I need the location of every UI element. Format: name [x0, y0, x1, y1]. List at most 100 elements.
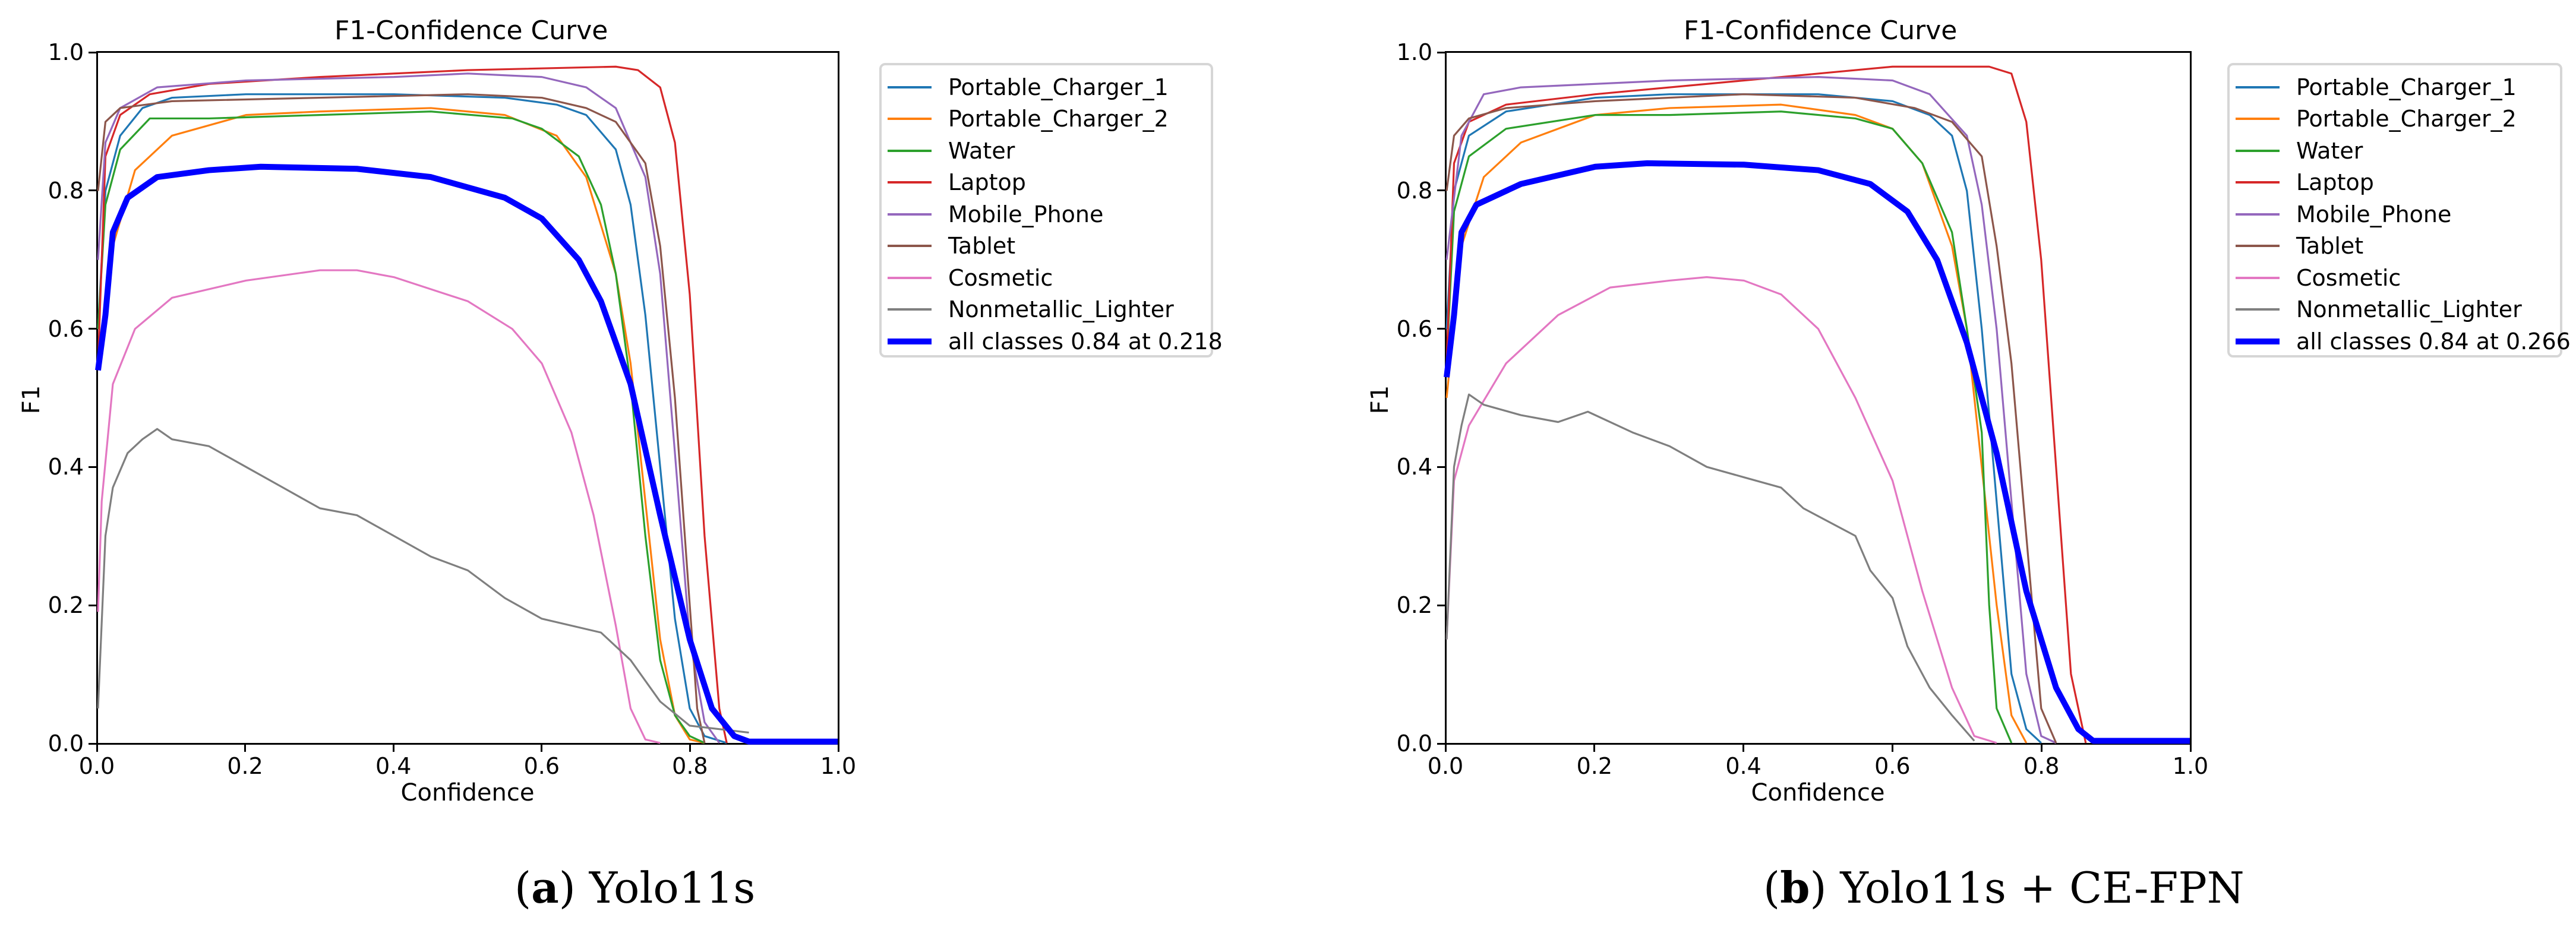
series-line-6 [97, 269, 661, 744]
series-line-1 [97, 107, 705, 744]
y-tick-label: 1.0 [1396, 39, 1432, 65]
y-tick-mark [89, 328, 97, 330]
legend-label: Water [948, 137, 1015, 164]
legend-label: Laptop [2296, 169, 2374, 196]
x-tick-mark [244, 744, 247, 752]
y-tick-label: 0.8 [1396, 177, 1432, 204]
chart-panel-b: F1-Confidence Curve 0.0 0.2 0.4 0.6 0.8 1.0 0… [0, 0, 2571, 843]
series-line-2 [1445, 110, 2013, 744]
legend-item: Mobile_Phone [882, 198, 1211, 230]
legend-item: Tablet [882, 230, 1211, 262]
caption-a: (a) Yolo11s [514, 862, 756, 913]
legend-label: Portable_Charger_1 [948, 74, 1169, 100]
x-tick-mark [2040, 744, 2043, 752]
y-tick-mark [89, 742, 97, 745]
legend-label: Tablet [2296, 233, 2364, 260]
x-tick-mark [96, 744, 98, 752]
legend-swatch-icon [2236, 213, 2280, 216]
legend-item: all classes 0.84 at 0.218 [882, 325, 1223, 358]
x-tick-mark [392, 744, 394, 752]
legend-label: Mobile_Phone [948, 201, 1104, 227]
series-line-7 [97, 428, 749, 734]
series-line-8 [95, 163, 838, 745]
legend-item: Nonmetallic_Lighter [2230, 294, 2560, 326]
y-tick-mark [1437, 328, 1445, 330]
legend-swatch-icon [2236, 245, 2280, 248]
curves [95, 65, 838, 745]
legend: Portable_Charger_1 Portable_Charger_2 Wate… [879, 63, 1223, 358]
x-tick-mark [541, 744, 543, 752]
x-tick-mark [837, 744, 839, 752]
legend-swatch-icon [2236, 86, 2280, 88]
y-tick-mark [1437, 604, 1445, 606]
plot-area [95, 51, 839, 745]
x-tick-mark [1593, 744, 1596, 752]
y-tick-label: 0.6 [48, 315, 84, 342]
y-tick-mark [1437, 466, 1445, 468]
legend-swatch-icon [2236, 118, 2280, 121]
series-line-5 [1445, 93, 2057, 744]
x-axis-label: Confidence [1751, 779, 1885, 806]
legend-item: Portable_Charger_2 [2230, 103, 2560, 135]
legend-swatch-icon [888, 86, 932, 88]
x-tick-label: 0.6 [523, 753, 560, 779]
legend-item: Mobile_Phone [2230, 198, 2560, 230]
y-tick-label: 0.2 [1396, 592, 1432, 619]
legend-swatch-icon [888, 118, 932, 121]
legend-label: Portable_Charger_2 [948, 106, 1169, 132]
legend-swatch-icon [888, 308, 932, 311]
x-tick-label: 0.0 [1427, 753, 1464, 779]
legend-item: Water [2230, 135, 2560, 167]
y-tick-mark [89, 604, 97, 606]
legend-label: Portable_Charger_2 [2296, 106, 2517, 132]
x-tick-label: 0.6 [1874, 753, 1911, 779]
legend-item: Cosmetic [882, 262, 1211, 294]
legend-label: Water [2296, 137, 2363, 164]
legend-item: Laptop [2230, 167, 2560, 199]
y-tick-label: 0.0 [1396, 730, 1432, 757]
y-tick-label: 0.8 [48, 177, 84, 204]
series-line-4 [1445, 76, 2057, 744]
y-tick-mark [89, 51, 97, 53]
legend-label: all classes 0.84 at 0.266 [2296, 328, 2571, 355]
legend-swatch-icon [888, 149, 932, 152]
series-line-3 [97, 65, 728, 744]
x-tick-label: 0.8 [672, 753, 708, 779]
legend-item: Portable_Charger_1 [882, 71, 1211, 103]
legend-label: Nonmetallic_Lighter [948, 296, 1174, 323]
legend-label: Mobile_Phone [2296, 201, 2452, 227]
y-tick-label: 0.6 [1396, 315, 1432, 342]
legend-label: Laptop [948, 169, 1026, 196]
y-tick-mark [1437, 189, 1445, 192]
y-tick-mark [89, 466, 97, 468]
legend-swatch-icon [2236, 276, 2280, 279]
x-tick-mark [1742, 744, 1745, 752]
legend-item: Portable_Charger_1 [2230, 71, 2560, 103]
x-tick-label: 0.4 [1725, 753, 1761, 779]
legend-swatch-icon [2236, 338, 2280, 344]
x-tick-label: 0.0 [78, 753, 115, 779]
legend-label: Tablet [948, 233, 1016, 260]
legend-item: all classes 0.84 at 0.266 [2230, 325, 2571, 358]
series-line-3 [1445, 65, 2087, 744]
legend-swatch-icon [888, 245, 932, 248]
y-tick-mark [1437, 51, 1445, 53]
curves [1444, 65, 2190, 744]
y-tick-label: 0.2 [48, 592, 84, 619]
legend-swatch-icon [888, 338, 932, 344]
plot-area [1444, 51, 2192, 745]
legend-item: Tablet [2230, 230, 2560, 262]
y-tick-mark [1437, 742, 1445, 745]
series-line-1 [1445, 103, 2028, 744]
legend-swatch-icon [2236, 181, 2280, 184]
y-tick-label: 1.0 [48, 39, 84, 65]
y-tick-label: 0.4 [48, 454, 84, 480]
y-tick-mark [89, 189, 97, 192]
legend-label: Cosmetic [948, 264, 1053, 291]
x-tick-label: 0.2 [227, 753, 263, 779]
x-tick-label: 0.8 [2023, 753, 2060, 779]
legend-label: all classes 0.84 at 0.218 [948, 328, 1223, 355]
legend-swatch-icon [2236, 149, 2280, 152]
series-line-8 [1444, 160, 2190, 744]
legend-item: Nonmetallic_Lighter [882, 294, 1211, 326]
